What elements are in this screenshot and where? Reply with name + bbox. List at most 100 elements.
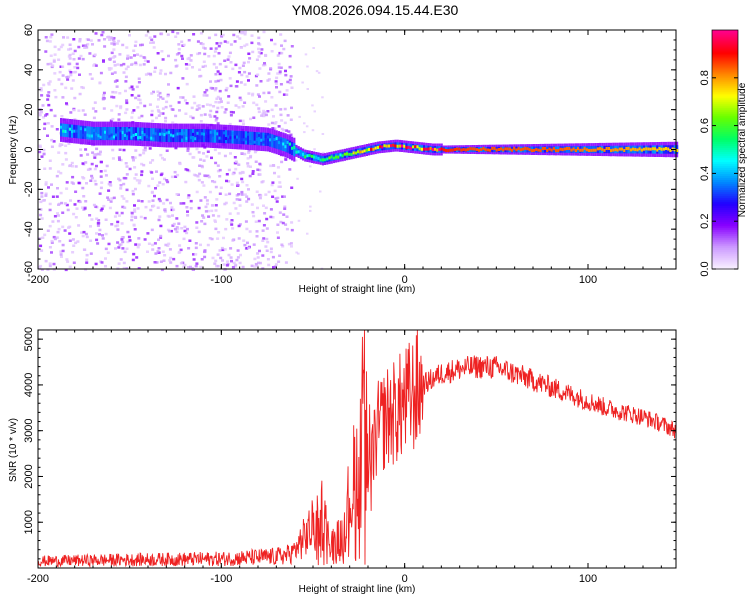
noise-cell xyxy=(121,240,125,244)
noise-cell xyxy=(79,148,83,151)
ridge-band xyxy=(117,127,120,141)
noise-cell xyxy=(161,156,164,160)
noise-cell xyxy=(165,149,169,152)
ridge-core xyxy=(176,132,179,136)
noise-cell xyxy=(159,69,163,72)
noise-cell xyxy=(85,261,89,264)
noise-cell xyxy=(47,103,51,107)
noise-cell xyxy=(229,84,233,88)
noise-cell xyxy=(119,258,123,261)
noise-cell xyxy=(128,239,132,242)
noise-cell xyxy=(313,110,316,113)
noise-cell xyxy=(69,111,73,114)
ridge-core xyxy=(407,145,410,149)
ridge-band xyxy=(97,127,100,141)
noise-cell xyxy=(61,96,65,99)
noise-cell xyxy=(281,221,285,225)
noise-cell xyxy=(108,181,112,184)
noise-cell xyxy=(81,186,85,190)
noise-cell xyxy=(216,164,220,167)
noise-cell xyxy=(99,170,103,173)
noise-cell xyxy=(69,71,73,74)
noise-cell xyxy=(186,214,190,217)
noise-cell xyxy=(122,261,126,265)
noise-cell xyxy=(159,95,163,99)
noise-cell xyxy=(148,103,152,106)
noise-cell xyxy=(182,265,186,268)
noise-cell xyxy=(225,264,229,267)
noise-cell xyxy=(259,51,263,55)
noise-cell xyxy=(151,248,155,251)
noise-cell xyxy=(124,67,128,71)
ridge-core xyxy=(638,147,641,151)
noise-cell xyxy=(118,178,122,182)
noise-cell xyxy=(85,182,88,185)
colorbar-segment xyxy=(712,195,738,198)
noise-cell xyxy=(236,184,240,187)
noise-cell xyxy=(284,69,287,73)
noise-cell xyxy=(217,152,221,155)
noise-cell xyxy=(278,254,282,257)
noise-cell xyxy=(142,163,146,167)
noise-cell xyxy=(170,206,174,209)
noise-cell xyxy=(166,94,170,98)
noise-cell xyxy=(134,173,138,176)
noise-cell xyxy=(240,31,244,35)
ridge-band xyxy=(284,138,287,152)
ridge-core xyxy=(313,155,316,159)
noise-cell xyxy=(166,244,170,247)
ridge-core xyxy=(621,147,624,151)
noise-cell xyxy=(234,263,238,267)
ridge-band xyxy=(196,129,199,143)
noise-cell xyxy=(71,52,75,55)
noise-cell xyxy=(229,43,233,46)
noise-cell xyxy=(283,205,287,208)
ridge-core xyxy=(170,133,173,137)
colorbar-segment xyxy=(712,207,738,210)
noise-cell xyxy=(202,60,206,63)
noise-cell xyxy=(42,83,46,87)
noise-cell xyxy=(125,173,129,176)
noise-cell xyxy=(204,205,208,209)
noise-cell xyxy=(78,200,82,204)
ridge-core xyxy=(75,129,78,133)
snr-y-axis-label: SNR (10 * v/v) xyxy=(8,418,19,482)
ridge-core xyxy=(266,135,269,139)
noise-cell xyxy=(171,30,175,34)
noise-cell xyxy=(214,161,218,165)
ridge-core xyxy=(460,148,463,152)
ridge-core xyxy=(396,144,399,148)
noise-cell xyxy=(107,198,111,201)
noise-cell xyxy=(243,30,247,34)
ridge-core xyxy=(178,132,181,136)
noise-cell xyxy=(306,65,309,68)
ridge-core xyxy=(214,131,217,135)
noise-cell xyxy=(265,237,269,241)
ridge-band xyxy=(214,129,217,143)
noise-cell xyxy=(207,175,211,179)
noise-cell xyxy=(196,104,200,108)
noise-cell xyxy=(265,249,269,252)
noise-cell xyxy=(149,208,153,212)
noise-cell xyxy=(238,223,242,226)
noise-cell xyxy=(67,55,71,58)
noise-cell xyxy=(174,114,178,118)
colorbar-segment xyxy=(712,77,738,81)
ridge-core xyxy=(376,146,379,149)
ridge-core xyxy=(361,150,364,154)
ridge-core xyxy=(456,147,459,151)
ridge-core xyxy=(165,131,168,135)
noise-cell xyxy=(133,208,137,211)
colorbar-segment xyxy=(712,79,738,83)
noise-cell xyxy=(49,108,53,112)
ridge-core xyxy=(526,147,529,151)
noise-cell xyxy=(279,220,283,224)
ridge-core xyxy=(167,130,170,134)
noise-cell xyxy=(223,59,227,62)
noise-cell xyxy=(125,46,129,49)
snr-y-tick-label: 5000 xyxy=(23,327,35,351)
noise-cell xyxy=(198,52,202,55)
noise-cell xyxy=(230,183,234,186)
noise-cell xyxy=(250,41,254,45)
noise-cell xyxy=(64,158,68,161)
